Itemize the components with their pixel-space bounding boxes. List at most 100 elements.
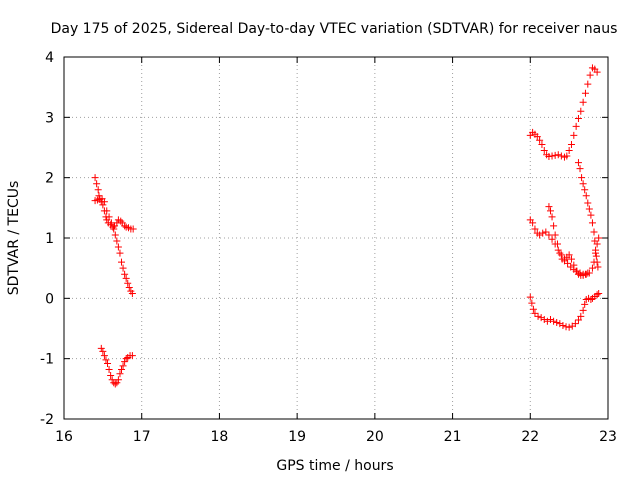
data-point (104, 359, 112, 367)
data-point (574, 316, 582, 324)
data-point (554, 246, 562, 254)
data-point (119, 362, 127, 370)
data-point (550, 317, 558, 325)
data-point (94, 186, 102, 194)
y-tick-label: -1 (40, 352, 54, 368)
data-point (129, 225, 137, 233)
data-point (99, 201, 107, 209)
data-point (114, 376, 122, 384)
data-point (105, 366, 113, 374)
data-point (100, 198, 108, 206)
data-point (536, 136, 544, 144)
y-tick-label: -2 (40, 412, 54, 428)
data-point (529, 219, 537, 227)
data-point (111, 380, 119, 388)
data-point (114, 243, 122, 251)
data-point (560, 257, 568, 265)
data-point (551, 151, 559, 159)
data-point (121, 270, 129, 278)
data-point (556, 249, 564, 257)
x-tick-label: 19 (288, 429, 306, 445)
data-point (99, 347, 107, 355)
data-point (113, 237, 121, 245)
data-point (556, 320, 564, 328)
x-tick-label: 21 (444, 429, 462, 445)
data-point (588, 219, 596, 227)
data-point (542, 228, 550, 236)
data-point (536, 231, 544, 239)
data-point (537, 314, 545, 322)
chart-title: Day 175 of 2025, Sidereal Day-to-day VTE… (51, 21, 618, 37)
data-point (570, 261, 578, 269)
grid-lines (64, 57, 608, 419)
data-point (565, 147, 573, 155)
data-series-3 (97, 344, 136, 388)
x-tick-labels: 16 17 18 19 20 21 22 23 (55, 429, 617, 445)
data-point (571, 320, 579, 328)
data-point (594, 263, 602, 271)
data-point (107, 219, 115, 227)
data-series-5 (526, 216, 603, 278)
data-point (91, 174, 99, 182)
data-point (563, 152, 571, 160)
data-point (540, 147, 548, 155)
data-point (595, 234, 603, 242)
data-point (116, 370, 124, 378)
data-point (110, 225, 118, 233)
data-point (574, 115, 582, 123)
data-point (546, 315, 554, 323)
y-tick-label: 2 (45, 171, 54, 187)
data-series-8 (526, 290, 603, 331)
data-point (119, 264, 127, 272)
data-point (577, 107, 585, 115)
plot-frame (63, 56, 609, 420)
y-tick-label: 1 (45, 231, 54, 247)
y-tick-labels: -2 -1 0 1 2 3 4 (40, 50, 54, 428)
data-series-1 (91, 174, 137, 233)
data-point (590, 228, 598, 236)
data-point (534, 312, 542, 320)
data-point (559, 321, 567, 329)
data-point (122, 274, 130, 282)
data-point (587, 296, 595, 304)
data-point (93, 180, 101, 188)
data-point (531, 309, 539, 317)
data-point (591, 237, 599, 245)
x-axis-label: GPS time / hours (276, 458, 393, 474)
x-tick-label: 16 (55, 429, 73, 445)
data-point (539, 229, 547, 237)
data-point (587, 211, 595, 219)
data-point (565, 251, 573, 259)
data-point (567, 140, 575, 148)
data-point (102, 356, 110, 364)
data-point (121, 222, 129, 230)
data-point (124, 279, 132, 287)
y-tick-label: 0 (45, 291, 54, 307)
data-point (546, 207, 554, 215)
data-point (574, 159, 582, 167)
data-point (593, 68, 601, 76)
x-tick-label: 20 (366, 429, 384, 445)
data-point (113, 379, 121, 387)
data-point (545, 153, 553, 161)
data-point (588, 264, 596, 272)
data-point (567, 255, 575, 263)
data-point (578, 174, 586, 182)
data-point (111, 231, 119, 239)
data-point (121, 358, 129, 366)
data-point (572, 122, 580, 130)
data-point (128, 352, 136, 360)
data-point (593, 291, 601, 299)
data-point (595, 290, 603, 298)
data-point (579, 98, 587, 106)
data-point (581, 300, 589, 308)
data-point (108, 376, 116, 384)
data-point (122, 355, 130, 363)
data-point (562, 323, 570, 331)
data-point (538, 140, 546, 148)
data-point (118, 258, 126, 266)
y-tick-label: 4 (45, 50, 54, 66)
data-point (586, 71, 594, 79)
data-point (553, 318, 561, 326)
